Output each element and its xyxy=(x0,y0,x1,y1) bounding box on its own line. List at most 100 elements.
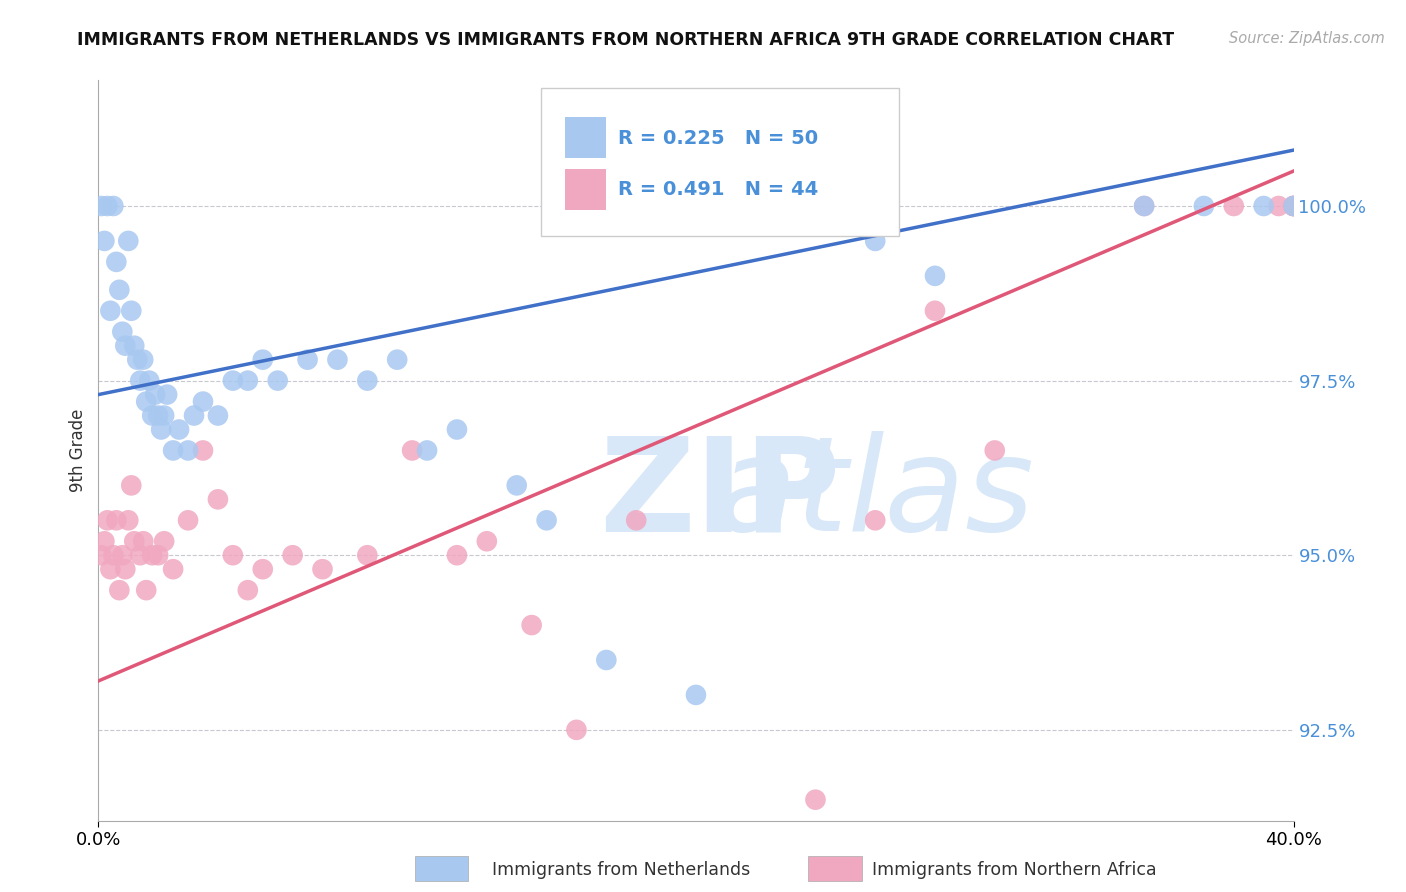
Y-axis label: 9th Grade: 9th Grade xyxy=(69,409,87,492)
Text: ZIP: ZIP xyxy=(599,432,841,558)
Point xyxy=(105,255,128,269)
Point xyxy=(129,548,152,562)
Point xyxy=(114,562,136,576)
Point xyxy=(120,478,142,492)
Point xyxy=(124,339,146,353)
Text: IMMIGRANTS FROM NETHERLANDS VS IMMIGRANTS FROM NORTHERN AFRICA 9TH GRADE CORRELA: IMMIGRANTS FROM NETHERLANDS VS IMMIGRANT… xyxy=(77,31,1174,49)
Point xyxy=(162,443,184,458)
Point xyxy=(156,387,179,401)
Point xyxy=(207,409,229,423)
Point xyxy=(222,548,245,562)
Point xyxy=(114,339,136,353)
Point xyxy=(236,374,259,388)
Point xyxy=(183,409,205,423)
Text: Source: ZipAtlas.com: Source: ZipAtlas.com xyxy=(1229,31,1385,46)
Point xyxy=(98,303,122,318)
Point xyxy=(446,548,468,562)
Point xyxy=(1133,199,1156,213)
FancyBboxPatch shape xyxy=(541,87,900,235)
Point xyxy=(326,352,349,367)
Point xyxy=(356,374,378,388)
Text: atlas: atlas xyxy=(716,432,1035,558)
Point xyxy=(626,513,648,527)
Point xyxy=(252,352,274,367)
Point xyxy=(281,548,304,562)
Point xyxy=(108,583,131,598)
Point xyxy=(475,534,498,549)
Point xyxy=(1253,199,1275,213)
Point xyxy=(685,688,707,702)
Point xyxy=(506,478,529,492)
Point xyxy=(1282,199,1305,213)
Point xyxy=(148,409,170,423)
Text: Immigrants from Northern Africa: Immigrants from Northern Africa xyxy=(872,861,1156,879)
Text: R = 0.491   N = 44: R = 0.491 N = 44 xyxy=(619,180,818,199)
Point xyxy=(191,394,214,409)
Point xyxy=(865,513,887,527)
Point xyxy=(236,583,259,598)
Point xyxy=(1133,199,1156,213)
Point xyxy=(111,548,134,562)
Point xyxy=(1192,199,1215,213)
Point xyxy=(745,199,768,213)
Point xyxy=(416,443,439,458)
Point xyxy=(267,374,290,388)
Point xyxy=(135,394,157,409)
Point xyxy=(108,283,131,297)
Point xyxy=(536,513,558,527)
Point xyxy=(93,234,115,248)
Point xyxy=(924,303,946,318)
Point xyxy=(129,374,152,388)
Point xyxy=(153,409,176,423)
Point xyxy=(132,534,155,549)
Point xyxy=(1267,199,1289,213)
Point xyxy=(103,199,125,213)
Point xyxy=(141,548,163,562)
Text: Immigrants from Netherlands: Immigrants from Netherlands xyxy=(492,861,751,879)
Point xyxy=(93,534,115,549)
Point xyxy=(565,723,588,737)
Point xyxy=(124,534,146,549)
Point xyxy=(96,199,118,213)
Point xyxy=(865,234,887,248)
Text: R = 0.225   N = 50: R = 0.225 N = 50 xyxy=(619,128,818,147)
Point xyxy=(90,548,112,562)
Point xyxy=(252,562,274,576)
Point xyxy=(138,374,160,388)
Point xyxy=(446,423,468,437)
Point xyxy=(98,562,122,576)
Point xyxy=(167,423,190,437)
Point xyxy=(105,513,128,527)
Point xyxy=(520,618,543,632)
FancyBboxPatch shape xyxy=(565,117,606,158)
Point xyxy=(143,387,166,401)
Point xyxy=(385,352,409,367)
Point xyxy=(117,513,139,527)
Point xyxy=(135,583,157,598)
Point xyxy=(595,653,617,667)
Point xyxy=(177,513,200,527)
Point xyxy=(222,374,245,388)
Point xyxy=(401,443,423,458)
Point xyxy=(96,513,118,527)
Point xyxy=(117,234,139,248)
Point xyxy=(924,268,946,283)
Point xyxy=(103,548,125,562)
Point xyxy=(127,352,149,367)
Point xyxy=(120,303,142,318)
Point xyxy=(207,492,229,507)
Point xyxy=(356,548,378,562)
Point xyxy=(148,548,170,562)
Point xyxy=(141,409,163,423)
Point xyxy=(804,793,827,807)
Point xyxy=(177,443,200,458)
Point xyxy=(111,325,134,339)
Point xyxy=(1223,199,1246,213)
Point xyxy=(90,199,112,213)
Point xyxy=(153,534,176,549)
Point xyxy=(132,352,155,367)
Point xyxy=(1282,199,1305,213)
FancyBboxPatch shape xyxy=(565,169,606,210)
Point xyxy=(311,562,333,576)
Point xyxy=(984,443,1007,458)
